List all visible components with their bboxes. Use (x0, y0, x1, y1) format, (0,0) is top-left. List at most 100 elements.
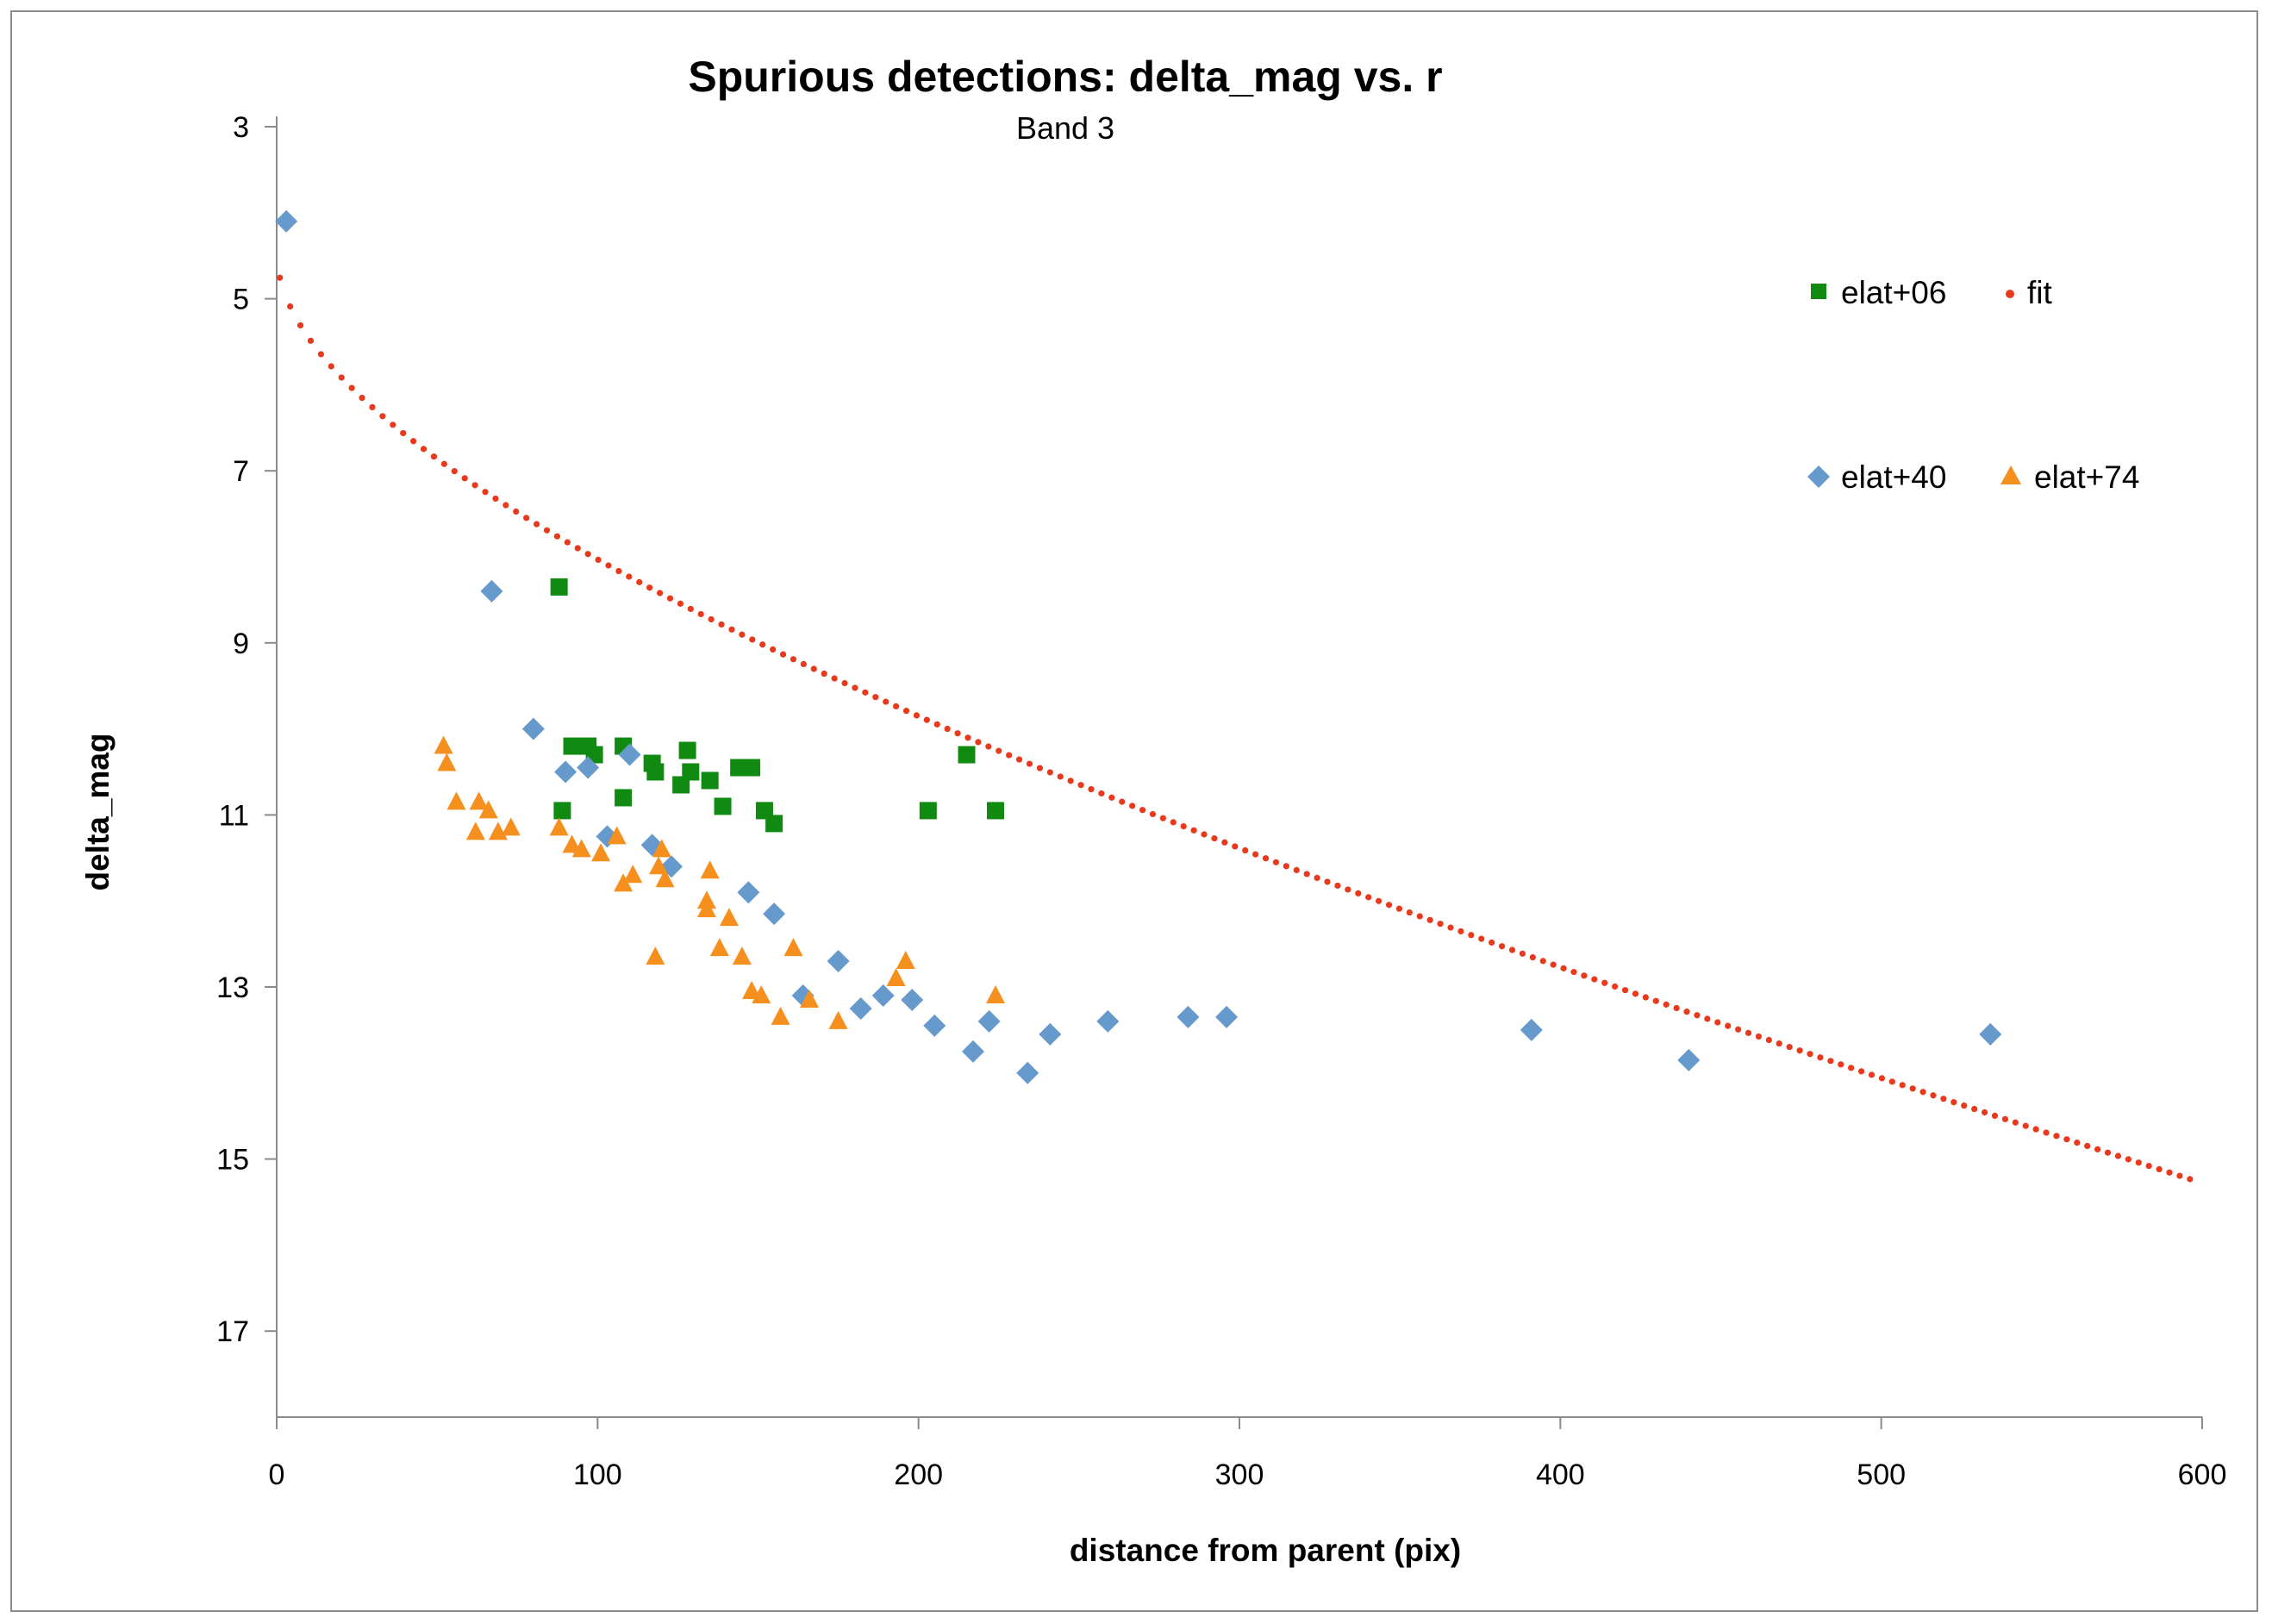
fit-dot (1817, 1054, 1824, 1061)
point-elat40 (1039, 1022, 1062, 1046)
point-elat40 (901, 988, 924, 1011)
x-tick-label: 200 (894, 1458, 943, 1491)
fit-curve (277, 274, 2194, 1183)
fit-dot (605, 562, 612, 569)
point-elat06 (701, 771, 719, 790)
fit-dot (1621, 987, 1629, 994)
fit-dot (2104, 1149, 2112, 1156)
fit-dot (1159, 815, 1166, 821)
point-elat40 (1016, 1061, 1039, 1084)
fit-dot (1457, 928, 1464, 935)
x-tick-label: 600 (2178, 1458, 2227, 1491)
fit-dot (1395, 905, 1403, 912)
point-elat74 (771, 1006, 790, 1025)
fit-dot (1077, 782, 1084, 789)
fit-dot (513, 508, 520, 515)
y-axis-title: delta_mag (80, 733, 115, 890)
fit-dot (1252, 851, 1259, 858)
fit-dot (543, 527, 551, 534)
y-tick-label: 17 (216, 1315, 249, 1348)
series-elat06 (550, 578, 1005, 833)
point-elat40 (1215, 1005, 1239, 1028)
fit-dot (584, 551, 591, 558)
fit-dot (2012, 1119, 2019, 1126)
fit-dot (564, 539, 571, 546)
fit-dot (1601, 979, 1608, 986)
point-elat74 (719, 908, 739, 927)
fit-dot (277, 274, 284, 281)
fit-dot (1581, 972, 1588, 979)
fit-dot (728, 626, 735, 633)
point-elat74 (986, 984, 1006, 1003)
fit-dot (1838, 1061, 1844, 1068)
fit-dot (1971, 1105, 1978, 1113)
point-elat74 (465, 821, 485, 840)
fit-dot (2074, 1139, 2081, 1146)
fit-dot (1735, 1026, 1742, 1033)
legend-marker-elat06 (1811, 284, 1826, 299)
fit-dot (841, 679, 848, 687)
fit-dot (1725, 1022, 1732, 1029)
fit-dot (739, 631, 746, 638)
fit-dot (410, 438, 417, 445)
point-elat40 (977, 1009, 1001, 1033)
fit-dot (1293, 866, 1300, 874)
point-elat40 (1096, 1009, 1120, 1033)
x-axis-ticks: 0 100 200 300 400 500 600 (269, 1417, 2227, 1491)
fit-dot (482, 489, 489, 496)
fit-dot (1190, 827, 1197, 834)
fit-dot (821, 670, 827, 678)
point-elat74 (549, 817, 569, 836)
fit-dot (1478, 935, 1485, 942)
scatter-chart: Spurious detections: delta_mag vs. r Ban… (80, 53, 2227, 1568)
point-elat74 (700, 860, 720, 879)
fit-dot (1673, 1004, 1680, 1012)
fit-dot (1560, 965, 1567, 971)
point-elat74 (828, 1010, 848, 1029)
fit-dot (1088, 785, 1095, 793)
legend-marker-elat40 (1807, 465, 1830, 488)
fit-dot (307, 337, 315, 344)
fit-dot (595, 556, 602, 564)
fit-dot (902, 708, 910, 715)
fit-dot (718, 621, 725, 628)
fit-dot (1868, 1071, 1876, 1078)
y-tick-label: 11 (219, 799, 249, 832)
fit-dot (287, 303, 294, 310)
point-elat74 (646, 946, 665, 965)
point-elat06 (743, 759, 761, 777)
fit-dot (471, 482, 478, 489)
fit-dot (872, 694, 879, 701)
legend-item-elat74: elat+74 (2000, 459, 2139, 495)
legend-item-elat06: elat+06 (1811, 275, 1946, 310)
point-elat74 (607, 826, 627, 845)
fit-dot (296, 322, 304, 329)
fit-dot (1878, 1075, 1886, 1082)
point-elat74 (742, 980, 762, 999)
fit-dot (759, 641, 766, 648)
fit-dot (1498, 943, 1506, 950)
fit-dot (1272, 859, 1280, 865)
y-tick-label: 5 (233, 284, 249, 316)
fit-dot (1652, 997, 1659, 1004)
fit-dot (666, 595, 674, 602)
legend-marker-fit (2006, 290, 2014, 298)
fit-dot (1632, 990, 1639, 997)
fit-dot (1745, 1029, 1752, 1036)
fit-dot (790, 656, 797, 663)
fit-dot (1489, 939, 1495, 946)
fit-dot (1129, 803, 1136, 809)
fit-dot (533, 521, 540, 528)
fit-dot (1015, 756, 1023, 763)
fit-dot (1663, 1001, 1670, 1008)
point-elat74 (501, 817, 521, 836)
point-elat06 (553, 802, 571, 820)
point-elat74 (469, 791, 489, 810)
fit-dot (1180, 823, 1187, 830)
fit-dot (1857, 1068, 1865, 1075)
fit-dot (369, 403, 376, 411)
fit-dot (2187, 1176, 2194, 1183)
point-elat74 (623, 865, 643, 884)
fit-dot (1981, 1109, 1988, 1116)
fit-dot (451, 468, 458, 475)
